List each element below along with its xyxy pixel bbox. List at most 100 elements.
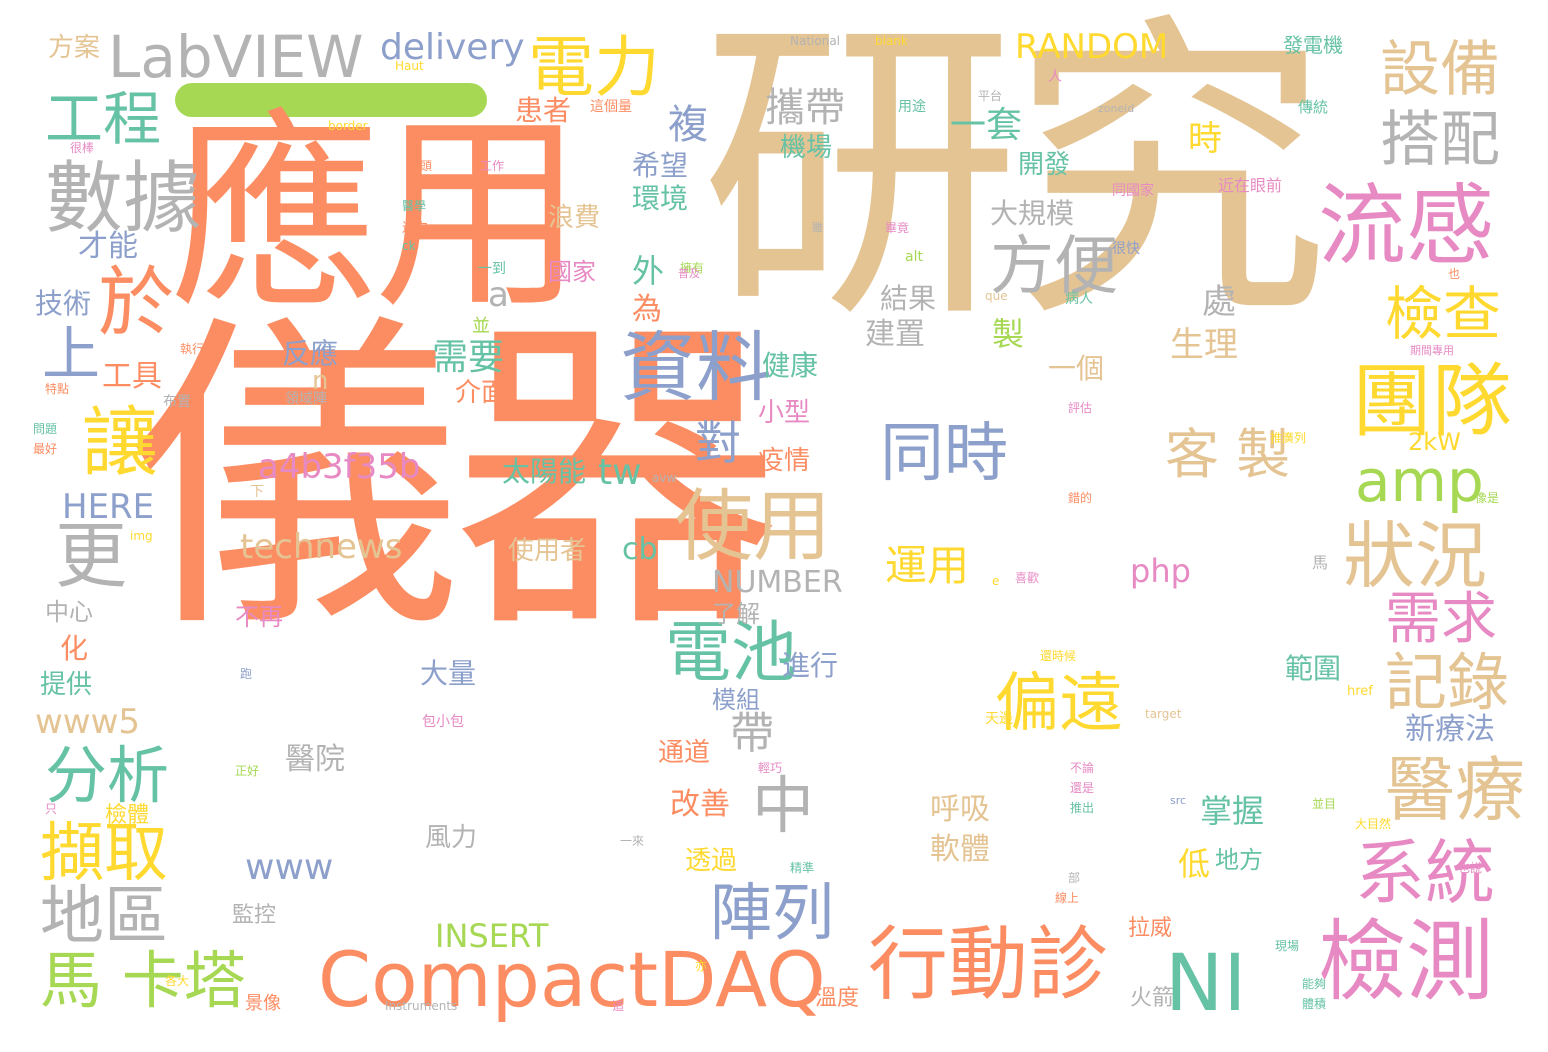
cloud-word: 馬 — [1312, 553, 1329, 572]
cloud-word: 喜歡 — [1015, 571, 1040, 585]
cloud-word: target — [1145, 707, 1182, 721]
cloud-word: 問題 — [33, 422, 58, 436]
cloud-word: 線上 — [1055, 891, 1080, 905]
cloud-word: 處 — [1202, 282, 1236, 322]
cloud-word: CompactDAQ — [318, 935, 826, 1024]
cloud-word: 病人 — [1065, 291, 1093, 307]
cloud-word: 風力 — [425, 823, 478, 853]
cloud-word: 太陽能 — [502, 455, 587, 488]
cloud-word: 團隊 — [1352, 355, 1512, 448]
cloud-word: 檢測 — [1318, 910, 1495, 1013]
cloud-word: 透過 — [685, 846, 738, 876]
cloud-word: www5 — [35, 702, 141, 742]
cloud-word: 使用 — [675, 482, 832, 572]
cloud-word: 各大 — [165, 974, 190, 988]
cloud-word: zoneid — [1098, 102, 1135, 115]
cloud-word: 工程 — [45, 85, 162, 153]
cloud-word: 能夠 — [1302, 977, 1327, 991]
cloud-word: 推廣列 — [1270, 431, 1307, 445]
cloud-word: 醫療 — [1385, 749, 1525, 831]
cloud-word: 通道 — [658, 738, 711, 768]
cloud-word: 輕巧 — [758, 761, 783, 775]
cloud-word: 雖 — [812, 221, 823, 234]
cloud-word: NUMBER — [712, 565, 843, 600]
cloud-word: 同國家 — [1112, 183, 1154, 199]
cloud-word: 偏遠 — [995, 667, 1123, 741]
cloud-word: 呼吸 — [930, 792, 990, 827]
cloud-word: 工作 — [480, 159, 505, 173]
cloud-word: 了解 — [712, 600, 760, 628]
cloud-word: 地方 — [1215, 846, 1263, 874]
cloud-word: 中心 — [45, 598, 93, 626]
cloud-word: 客 製 — [1165, 423, 1291, 486]
cloud-word: 不再 — [235, 603, 283, 631]
cloud-word: 並目 — [1312, 797, 1337, 811]
cloud-word: 攜帶 — [765, 85, 845, 131]
cloud-word: 大目然 — [1355, 817, 1392, 831]
cloud-word: 平台 — [978, 89, 1003, 103]
cloud-word: 外 — [632, 252, 665, 290]
cloud-word: 火箭 — [1130, 986, 1175, 1011]
cloud-word: 很棒 — [70, 141, 95, 155]
cloud-word: 結果 — [880, 282, 937, 315]
cloud-word: 於 — [98, 258, 174, 347]
cloud-word: 普及 — [678, 267, 700, 280]
cloud-word: tw — [598, 452, 642, 493]
cloud-word: HERE — [62, 487, 155, 527]
cloud-word: 中 — [752, 769, 815, 842]
cloud-word: 並 — [472, 316, 490, 337]
cloud-word: 體積 — [1302, 997, 1327, 1011]
cloud-word: 一到 — [478, 261, 506, 277]
cloud-word: 只 — [45, 802, 58, 816]
cloud-word: 景像 — [245, 993, 281, 1014]
cloud-word: 時 — [1188, 119, 1222, 159]
cloud-word: 一來 — [620, 834, 645, 848]
cloud-word: 錯的 — [1068, 491, 1093, 505]
cloud-word: 反應 — [282, 337, 339, 370]
cloud-word: 檢體 — [105, 803, 150, 828]
cloud-word: 才能 — [78, 229, 138, 264]
cloud-word: 溫度 — [815, 986, 860, 1011]
cloud-word: border — [328, 119, 368, 133]
cloud-word: a — [488, 275, 509, 315]
cloud-word: 患者 — [515, 94, 572, 127]
cloud-word: 現場 — [1275, 939, 1300, 953]
cloud-word: 這個量 — [590, 99, 632, 115]
cloud-word: 亦 — [695, 959, 708, 973]
cloud-word: 拉威 — [1128, 916, 1173, 941]
cloud-word: 檢查 — [1385, 280, 1502, 348]
cloud-word: 領域陣 — [285, 391, 327, 407]
cloud-word: 方案 — [48, 33, 101, 63]
cloud-word: 包小包 — [422, 714, 464, 730]
cloud-word: 發電機 — [1283, 33, 1343, 57]
cloud-word: 擁有 — [680, 261, 705, 275]
cloud-word: RANDOM — [1015, 27, 1169, 67]
cloud-word: 希望 — [632, 149, 689, 182]
cloud-word: ck — [402, 239, 416, 253]
cloud-word: 複 — [668, 102, 708, 148]
cloud-word: 天邊 — [985, 711, 1013, 727]
cloud-word: 精準 — [790, 861, 815, 875]
cloud-word: 系統 — [1355, 832, 1495, 914]
cloud-word: 運用 — [885, 541, 970, 590]
cloud-word: NI — [1165, 939, 1247, 1029]
cloud-word: 需求 — [1385, 587, 1497, 652]
cloud-word: e — [992, 574, 1000, 588]
cloud-word: 讓 — [82, 398, 158, 487]
cloud-word: 記錄 — [1385, 646, 1510, 719]
cloud-word: 需要 — [432, 337, 505, 378]
cloud-word: 研究 — [700, 0, 1330, 361]
green-bar — [175, 83, 487, 117]
cloud-word: 介面 — [455, 378, 508, 408]
cloud-word: 醫院 — [285, 742, 345, 777]
cloud-word: 也 — [1448, 267, 1461, 281]
cloud-word: 浪費 — [548, 203, 601, 233]
cloud-word: 使用者 — [508, 536, 587, 566]
cloud-word: 環境 — [632, 182, 689, 215]
cloud-word: 化 — [60, 632, 89, 665]
cloud-word: 工具 — [102, 359, 162, 394]
cloud-word: 還是 — [1070, 781, 1095, 795]
cloud-word: amp — [1355, 447, 1484, 515]
cloud-word: 更 — [55, 514, 128, 598]
cloud-word: alt — [905, 249, 923, 265]
